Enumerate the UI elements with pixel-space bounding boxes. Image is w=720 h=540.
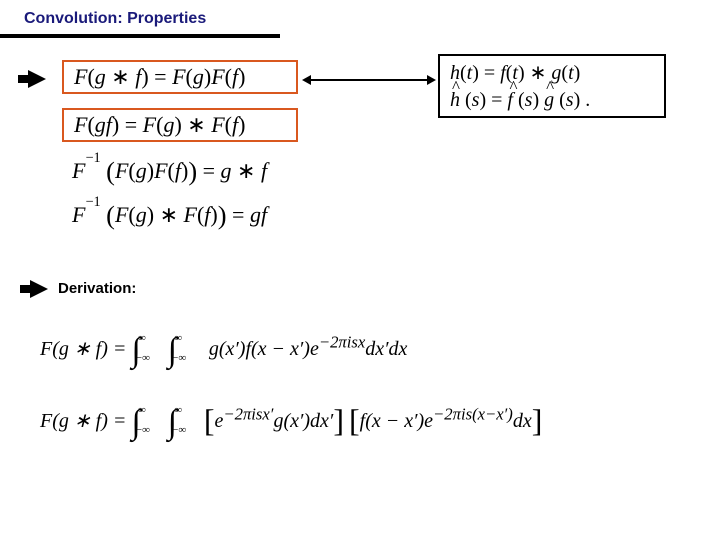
derivation-eq-2: F(g ∗ f) = ∫∞−∞ ∫∞−∞ [e−2πisx′g(x′)dx′] … (40, 398, 542, 436)
math-text: F−1 (F(g)F(f)) = g ∗ f (72, 156, 267, 187)
eq-inverse-2: F−1 (F(g) ∗ F(f)) = gf (62, 198, 277, 233)
math-text: F(gf) = F(g) ∗ F(f) (74, 112, 245, 138)
eq-convolution-theorem: F(g ∗ f) = F(g)F(f) (62, 60, 298, 94)
math-text: F−1 (F(g) ∗ F(f)) = gf (72, 200, 267, 231)
math-text: F(g ∗ f) = F(g)F(f) (74, 64, 245, 90)
math-text: h (s) = f (s) g (s) . (450, 87, 654, 114)
arrow-icon (28, 70, 46, 88)
eq-product-theorem: F(gf) = F(g) ∗ F(f) (62, 108, 298, 142)
arrow-icon (30, 280, 48, 298)
page-title: Convolution: Properties (24, 10, 206, 28)
eq-inverse-1: F−1 (F(g)F(f)) = g ∗ f (62, 154, 277, 189)
double-arrow-icon (310, 79, 428, 81)
derivation-eq-1: F(g ∗ f) = ∫∞−∞ ∫∞−∞ g(x′)f(x − x′)e−2πi… (40, 326, 407, 364)
eq-definition-box: h(t) = f(t) ∗ g(t) h (s) = f (s) g (s) . (438, 54, 666, 118)
derivation-label: Derivation: (58, 280, 136, 297)
title-rule (0, 34, 280, 38)
